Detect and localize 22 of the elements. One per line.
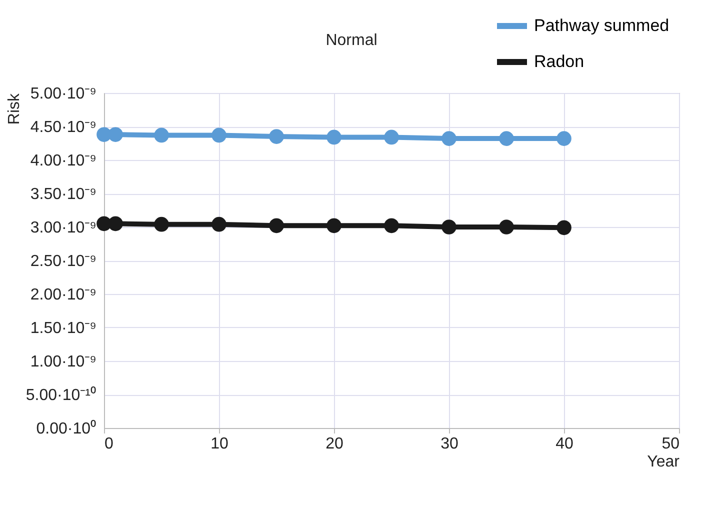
x-tick-label: 10	[210, 436, 228, 452]
legend-label: Radon	[534, 52, 584, 71]
x-tick-label: 50	[662, 436, 680, 452]
y-tick-label: 1.00·10⁻⁹	[30, 354, 96, 370]
y-tick-label: 1.50·10⁻⁹	[30, 320, 96, 337]
x-tick-label: 40	[556, 436, 574, 452]
y-tick-label: 3.00·10⁻⁹	[30, 220, 96, 236]
y-axis-title: Risk	[6, 92, 23, 125]
x-tick-label: 30	[440, 436, 458, 452]
y-tick-label: 5.00·10⁻⁹	[30, 86, 96, 102]
y-tick-label: 4.50·10⁻⁹	[30, 119, 96, 136]
chart-title: Normal	[326, 32, 378, 49]
x-tick-label: 20	[326, 436, 344, 452]
y-tick-label: 0.00·10⁰	[36, 420, 96, 438]
y-tick-label: 2.50·10⁻⁹	[30, 253, 96, 270]
y-tick-label: 2.00·10⁻⁹	[30, 286, 96, 304]
x-axis-title: Year	[647, 454, 680, 470]
y-tick-label: 3.50·10⁻⁹	[30, 186, 96, 203]
x-tick-label: 0	[104, 436, 114, 452]
y-tick-label: 5.00·10⁻¹⁰	[26, 386, 96, 404]
y-tick-label: 4.00·10⁻⁹	[30, 152, 96, 170]
legend-label: Pathway summed	[534, 16, 670, 35]
